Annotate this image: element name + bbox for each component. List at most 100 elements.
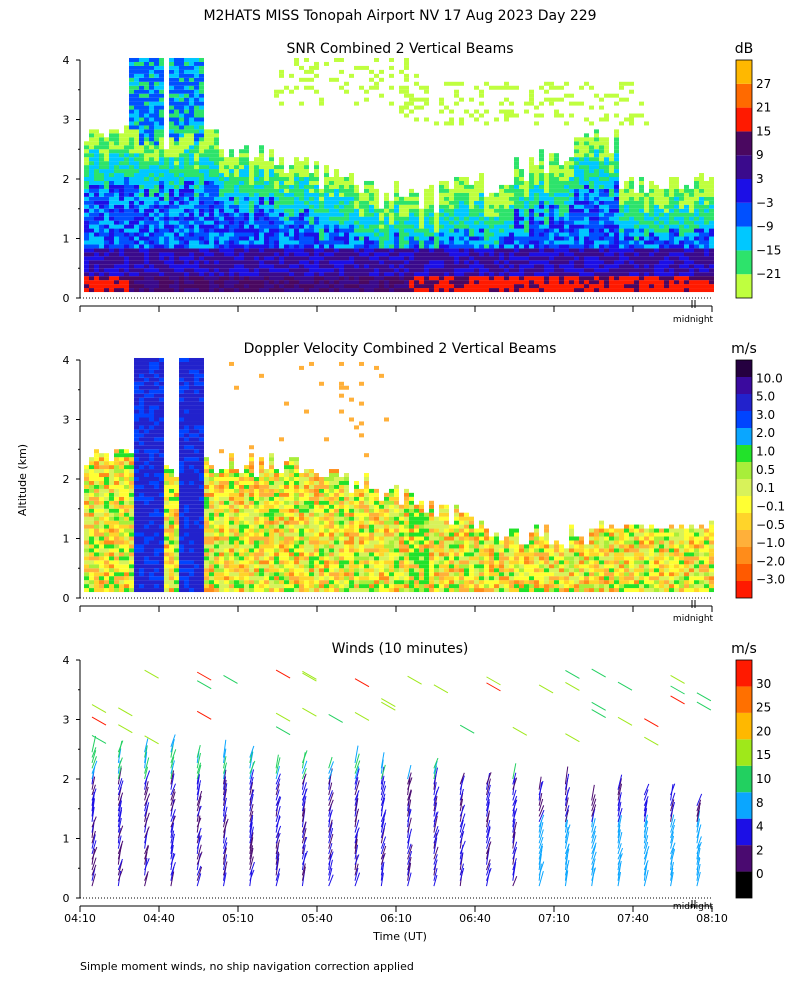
snr-cell: [104, 220, 109, 225]
snr-cell: [479, 284, 484, 289]
snr-cell: [169, 228, 174, 233]
snr-cell: [679, 244, 684, 249]
snr-cell: [129, 85, 134, 90]
snr-cell: [649, 192, 654, 197]
snr-cell: [199, 157, 204, 162]
snr-cell: [234, 188, 239, 193]
snr-cell: [309, 232, 314, 237]
snr-cell: [654, 220, 659, 225]
snr-cell: [89, 288, 94, 293]
snr-cell: [654, 224, 659, 229]
snr-cell: [229, 288, 234, 293]
snr-cell: [344, 216, 349, 221]
snr-cell: [234, 176, 239, 181]
snr-cell: [164, 272, 169, 277]
snr-cell: [559, 204, 564, 209]
snr-cell: [194, 268, 199, 273]
snr-cell: [574, 141, 579, 146]
snr-cell: [289, 260, 294, 265]
snr-cell: [164, 276, 169, 281]
doppler-cell: [104, 453, 109, 458]
doppler-cell: [134, 520, 139, 525]
snr-cell: [344, 200, 349, 205]
snr-cell: [614, 149, 619, 154]
snr-cell: [344, 264, 349, 269]
snr-cell: [179, 288, 184, 293]
snr-cell: [119, 161, 124, 166]
snr-cell: [209, 165, 214, 170]
snr-cell: [429, 236, 434, 241]
snr-cell: [194, 165, 199, 170]
snr-cell: [319, 248, 324, 253]
snr-cell: [394, 224, 399, 229]
snr-cell: [644, 232, 649, 237]
snr-cell: [499, 109, 504, 114]
snr-cell: [504, 184, 509, 189]
snr-cell: [504, 228, 509, 233]
doppler-cell: [104, 544, 109, 549]
snr-cell: [359, 204, 364, 209]
snr-cell: [199, 288, 204, 293]
snr-cell: [664, 236, 669, 241]
snr-cell: [639, 276, 644, 281]
snr-cell: [689, 212, 694, 217]
snr-cell: [574, 228, 579, 233]
snr-cell: [294, 236, 299, 241]
snr-cell: [404, 208, 409, 213]
snr-cell: [229, 184, 234, 189]
snr-cell: [164, 248, 169, 253]
snr-cell: [174, 93, 179, 98]
snr-cell: [189, 216, 194, 221]
snr-cell: [184, 188, 189, 193]
snr-cell: [569, 268, 574, 273]
snr-cell: [604, 228, 609, 233]
snr-cell: [599, 137, 604, 142]
snr-cell: [514, 240, 519, 245]
snr-cell: [534, 216, 539, 221]
snr-cell: [264, 161, 269, 166]
snr-cell: [269, 188, 274, 193]
snr-cell: [374, 188, 379, 193]
snr-cell: [679, 196, 684, 201]
snr-cell: [164, 196, 169, 201]
snr-cell: [339, 252, 344, 257]
snr-cell: [594, 204, 599, 209]
snr-cell: [194, 272, 199, 277]
snr-cell: [534, 192, 539, 197]
snr-cell: [494, 224, 499, 229]
snr-cell: [179, 145, 184, 150]
snr-cell: [594, 145, 599, 150]
snr-cell: [269, 196, 274, 201]
snr-cell: [209, 232, 214, 237]
snr-cell: [709, 220, 714, 225]
snr-cell: [404, 228, 409, 233]
snr-cell: [509, 284, 514, 289]
snr-cell: [624, 192, 629, 197]
snr-cell: [609, 180, 614, 185]
snr-cell: [619, 220, 624, 225]
snr-cell: [334, 288, 339, 293]
snr-cell: [339, 200, 344, 205]
snr-cell: [589, 280, 594, 285]
snr-cell: [204, 224, 209, 229]
snr-cell: [134, 244, 139, 249]
snr-cell: [619, 196, 624, 201]
snr-cell: [149, 81, 154, 86]
doppler-cell: [124, 469, 129, 474]
snr-cell: [379, 252, 384, 257]
snr-cell: [619, 200, 624, 205]
doppler-cell: [94, 564, 99, 569]
snr-cell: [514, 236, 519, 241]
snr-cell: [264, 188, 269, 193]
snr-cell: [154, 113, 159, 118]
snr-cell: [309, 236, 314, 241]
snr-cell: [189, 236, 194, 241]
snr-cell: [99, 204, 104, 209]
snr-cell: [629, 89, 634, 94]
snr-cell: [229, 252, 234, 257]
snr-cell: [674, 188, 679, 193]
snr-cell: [664, 224, 669, 229]
snr-cell: [164, 216, 169, 221]
snr-cell: [364, 212, 369, 217]
snr-cell: [294, 220, 299, 225]
